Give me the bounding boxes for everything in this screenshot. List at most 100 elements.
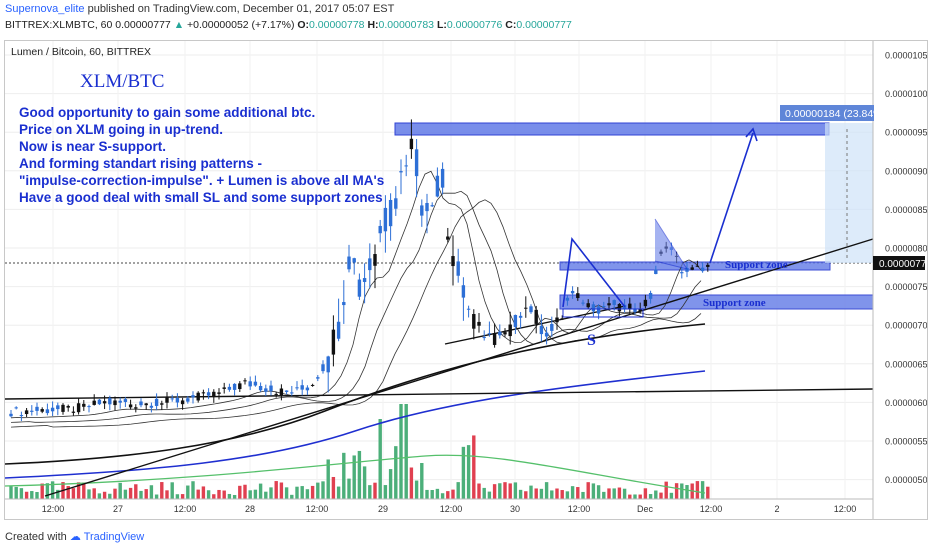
volume-bar (149, 485, 154, 499)
volume-bar (622, 488, 627, 499)
candle-body (362, 278, 367, 282)
candle-body (456, 261, 460, 276)
target-box-label: 0.00000184 (23.84%) (785, 108, 886, 120)
candle-body (534, 309, 538, 324)
volume-bar (269, 487, 273, 499)
candle-body (128, 404, 133, 408)
candle-body (466, 308, 471, 310)
ma-black-line (4, 323, 706, 465)
candle-body (305, 387, 310, 391)
candle-body (149, 405, 154, 408)
volume-bar (529, 485, 533, 499)
volume-bar (700, 481, 705, 499)
volume-bar (217, 489, 221, 499)
open-label: O: (297, 19, 310, 31)
volume-bar (180, 494, 185, 499)
volume-bar (14, 486, 18, 499)
candle-body (45, 409, 50, 414)
volume-bar (576, 487, 580, 499)
volume-bar (201, 486, 206, 499)
time-tick-label: 12:00 (42, 504, 65, 514)
candle-body (440, 168, 445, 188)
time-tick-label: 12:00 (440, 504, 463, 514)
price-tag-label: 0.00000777 (879, 259, 927, 270)
volume-bar (295, 486, 299, 499)
candle-body (383, 207, 388, 232)
candle-body (550, 324, 554, 331)
candle-body (243, 380, 247, 382)
candle-body (529, 306, 533, 313)
tradingview-brand[interactable]: TradingView (83, 531, 145, 543)
annotation-line: "impulse-correction-impulse". + Lumen is… (19, 173, 384, 188)
volume-bar (680, 483, 684, 499)
candle-body (570, 290, 575, 294)
projection-arrow (709, 132, 754, 264)
volume-bar (368, 485, 372, 499)
candle-body (435, 175, 440, 197)
volume-bar (492, 484, 497, 499)
chart-title: Lumen / Bitcoin, 60, BITTREX (11, 46, 151, 58)
volume-bar (404, 404, 408, 499)
candle-body (222, 387, 226, 389)
candle-body (113, 400, 117, 406)
volume-bar (284, 487, 289, 499)
volume-bar (373, 482, 377, 499)
support-zones (394, 122, 874, 310)
time-tick-label: 12:00 (700, 504, 723, 514)
change-up-icon: ▲ (173, 19, 185, 31)
volume-bar (534, 488, 538, 499)
volume-bar (695, 481, 700, 499)
volume-bar (243, 484, 247, 499)
volume-bar (654, 490, 658, 499)
candle-body (414, 149, 419, 177)
volume-bar (160, 482, 164, 499)
volume-bar (206, 490, 211, 499)
volume-bar (87, 489, 91, 499)
candle-body (544, 332, 549, 337)
candle-body (680, 272, 684, 274)
candle-body (206, 392, 211, 396)
support-zone-lower-label: Support zone (703, 297, 766, 309)
volume-bar (331, 476, 336, 499)
author-link[interactable]: Supernova_elite (5, 3, 85, 15)
volume-bar (154, 494, 159, 499)
candle-body (336, 321, 341, 339)
s-support-label: S (587, 332, 596, 349)
volume-bar (477, 483, 481, 499)
last-price: 0.00000777 (115, 19, 171, 31)
candle-body (576, 293, 580, 299)
volume-bar (56, 489, 60, 499)
volume-bar (336, 486, 341, 499)
candle-body (154, 398, 159, 406)
arrow-head-icon (745, 127, 758, 142)
candle-body (108, 398, 112, 405)
candle-body (19, 415, 24, 417)
volume-bar (399, 404, 403, 499)
candle-body (628, 303, 632, 310)
candle-body (175, 397, 180, 403)
volume-bar (451, 489, 455, 499)
symbol-label: BITTREX:XLMBTC, 60 (5, 19, 113, 31)
time-tick-label: 12:00 (174, 504, 197, 514)
volume-bar (253, 489, 258, 499)
candle-body (253, 381, 258, 386)
volume-bar (362, 466, 367, 499)
created-with-text: Created with (5, 531, 67, 543)
candle-body (186, 398, 190, 402)
candle-body (706, 264, 710, 267)
volume-bar (586, 482, 590, 499)
candle-body (591, 304, 596, 312)
volume-bar (498, 483, 502, 499)
candle-body (40, 409, 44, 412)
time-tick-label: 12:00 (306, 504, 329, 514)
volume-bar (9, 486, 13, 499)
candle-body (602, 305, 606, 307)
volume-bar (274, 481, 278, 499)
